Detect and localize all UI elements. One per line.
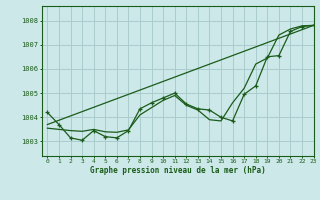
X-axis label: Graphe pression niveau de la mer (hPa): Graphe pression niveau de la mer (hPa) [90,166,266,175]
